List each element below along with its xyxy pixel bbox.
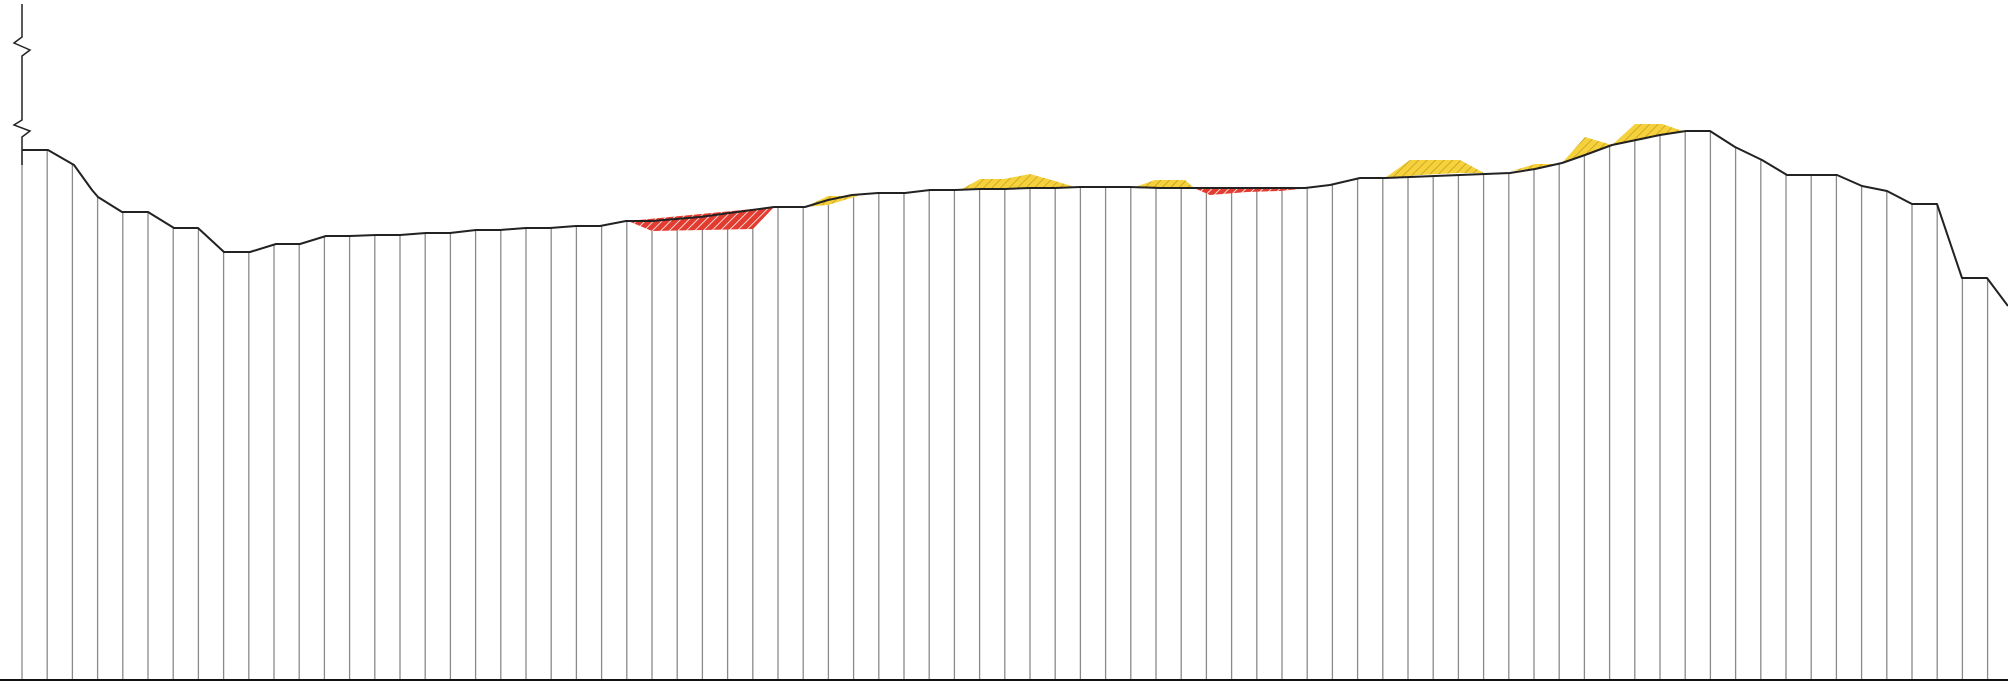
cut-areas [628, 188, 1310, 231]
fill-area [805, 194, 864, 207]
station-lines [21, 131, 1989, 680]
axis-break-line [12, 4, 32, 165]
fill-areas [805, 124, 1686, 207]
fill-area [1612, 124, 1686, 145]
fill-area [1562, 137, 1612, 163]
fill-area [1385, 160, 1484, 178]
fill-area [960, 174, 1075, 190]
vertical-axis-break [12, 4, 32, 165]
cut-area [628, 207, 774, 231]
cut-area [1194, 188, 1310, 195]
ground-profile-line [22, 130, 2008, 307]
fill-area [1135, 180, 1194, 188]
